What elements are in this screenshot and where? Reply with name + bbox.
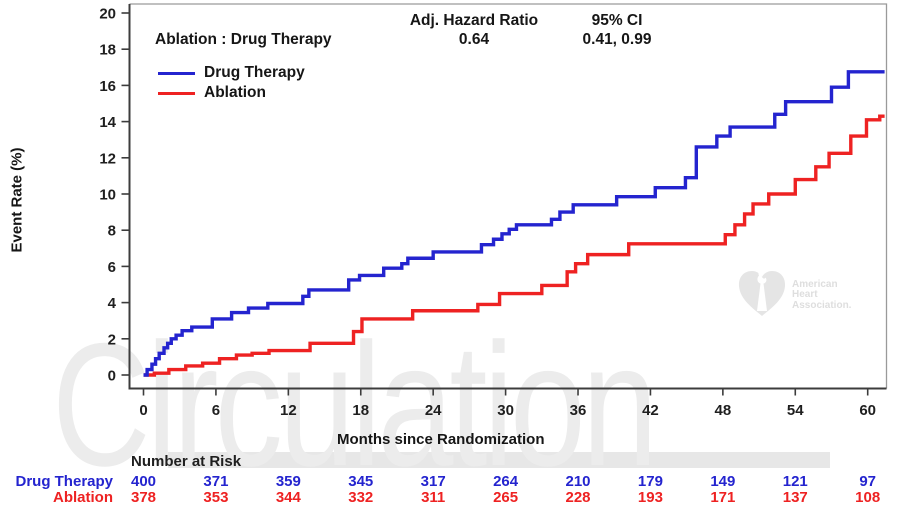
y-tick-label-18: 18 xyxy=(99,42,116,59)
y-tick-label-20: 20 xyxy=(99,6,116,23)
y-tick-label-10: 10 xyxy=(99,187,116,204)
risk-value-drug-therapy-m12: 359 xyxy=(276,473,301,490)
curve-drug-therapy xyxy=(143,70,885,377)
legend-label-ablation: Ablation xyxy=(204,84,266,101)
x-tick-label-24: 24 xyxy=(425,402,442,419)
risk-value-drug-therapy-m60: 97 xyxy=(859,473,876,490)
y-tick-label-14: 14 xyxy=(99,114,116,131)
x-tick-label-36: 36 xyxy=(570,402,587,419)
risk-value-ablation-m0: 378 xyxy=(131,489,156,506)
x-tick-label-18: 18 xyxy=(352,402,369,419)
aha-line-2: Heart xyxy=(792,289,818,301)
aha-line-3: Association. xyxy=(792,299,852,311)
y-tick-label-6: 6 xyxy=(108,259,116,276)
risk-value-drug-therapy-m18: 345 xyxy=(348,473,373,490)
y-axis-title: Event Rate (%) xyxy=(8,147,26,253)
x-tick-label-0: 0 xyxy=(139,402,147,419)
risk-row-label-ablation: Ablation xyxy=(53,489,113,506)
plot-frame-axes xyxy=(128,4,887,390)
risk-value-ablation-m48: 171 xyxy=(710,489,735,506)
risk-value-drug-therapy-m6: 371 xyxy=(203,473,228,490)
x-tick-label-60: 60 xyxy=(859,402,876,419)
risk-value-drug-therapy-m24: 317 xyxy=(421,473,446,490)
risk-value-ablation-m54: 137 xyxy=(783,489,808,506)
risk-value-ablation-m60: 108 xyxy=(855,489,880,506)
risk-value-ablation-m30: 265 xyxy=(493,489,518,506)
risk-value-drug-therapy-m36: 210 xyxy=(566,473,591,490)
risk-value-ablation-m6: 353 xyxy=(203,489,228,506)
curve-ablation xyxy=(143,114,885,377)
plot-frame-top-right xyxy=(129,3,888,389)
y-tick-label-4: 4 xyxy=(108,295,117,312)
risk-value-ablation-m36: 228 xyxy=(566,489,591,506)
risk-value-drug-therapy-m54: 121 xyxy=(783,473,808,490)
aha-logo: American Heart Association. xyxy=(736,266,851,325)
x-tick-label-6: 6 xyxy=(212,402,220,419)
y-tick-label-16: 16 xyxy=(99,78,116,95)
legend-label-drug-therapy: Drug Therapy xyxy=(204,64,305,81)
risk-value-drug-therapy-m42: 179 xyxy=(638,473,663,490)
x-tick-label-30: 30 xyxy=(497,402,514,419)
risk-value-drug-therapy-m48: 149 xyxy=(710,473,735,490)
aha-logo-text: American Heart Association. xyxy=(792,278,852,312)
aha-heart-torch-icon xyxy=(736,266,788,325)
x-tick-label-42: 42 xyxy=(642,402,659,419)
hazard-ratio-value: 0.64 xyxy=(458,31,490,48)
x-tick-label-48: 48 xyxy=(715,402,732,419)
x-tick-label-12: 12 xyxy=(280,402,297,419)
risk-row-label-drug-therapy: Drug Therapy xyxy=(15,473,113,490)
x-axis-title: Months since Randomization xyxy=(337,431,545,448)
risk-value-ablation-m42: 193 xyxy=(638,489,663,506)
risk-value-drug-therapy-m30: 264 xyxy=(493,473,519,490)
risk-value-ablation-m24: 311 xyxy=(421,489,445,506)
risk-value-ablation-m12: 344 xyxy=(276,489,302,506)
ci-label: 95% CI xyxy=(591,12,643,29)
y-tick-label-2: 2 xyxy=(108,331,116,348)
drug-therapy-line-swatch xyxy=(158,71,195,75)
legend-item-drug-therapy: Drug Therapy xyxy=(158,63,305,83)
risk-value-ablation-m18: 332 xyxy=(348,489,373,506)
hazard-ratio-label: Adj. Hazard Ratio xyxy=(409,12,539,29)
watermark-band xyxy=(168,452,830,468)
legend: Drug Therapy Ablation xyxy=(158,63,305,103)
ablation-line-swatch xyxy=(158,91,195,95)
risk-value-drug-therapy-m0: 400 xyxy=(131,473,156,490)
ci-value: 0.41, 0.99 xyxy=(582,31,652,48)
comparison-label: Ablation : Drug Therapy xyxy=(155,31,332,48)
journal-watermark: Circulation xyxy=(52,308,658,503)
y-tick-label-8: 8 xyxy=(108,223,116,240)
x-tick-label-54: 54 xyxy=(787,402,804,419)
y-tick-label-0: 0 xyxy=(108,368,116,385)
aha-line-1: American xyxy=(792,278,838,290)
legend-item-ablation: Ablation xyxy=(158,83,305,103)
y-tick-label-12: 12 xyxy=(99,150,116,167)
risk-table-title: Number at Risk xyxy=(131,453,242,470)
